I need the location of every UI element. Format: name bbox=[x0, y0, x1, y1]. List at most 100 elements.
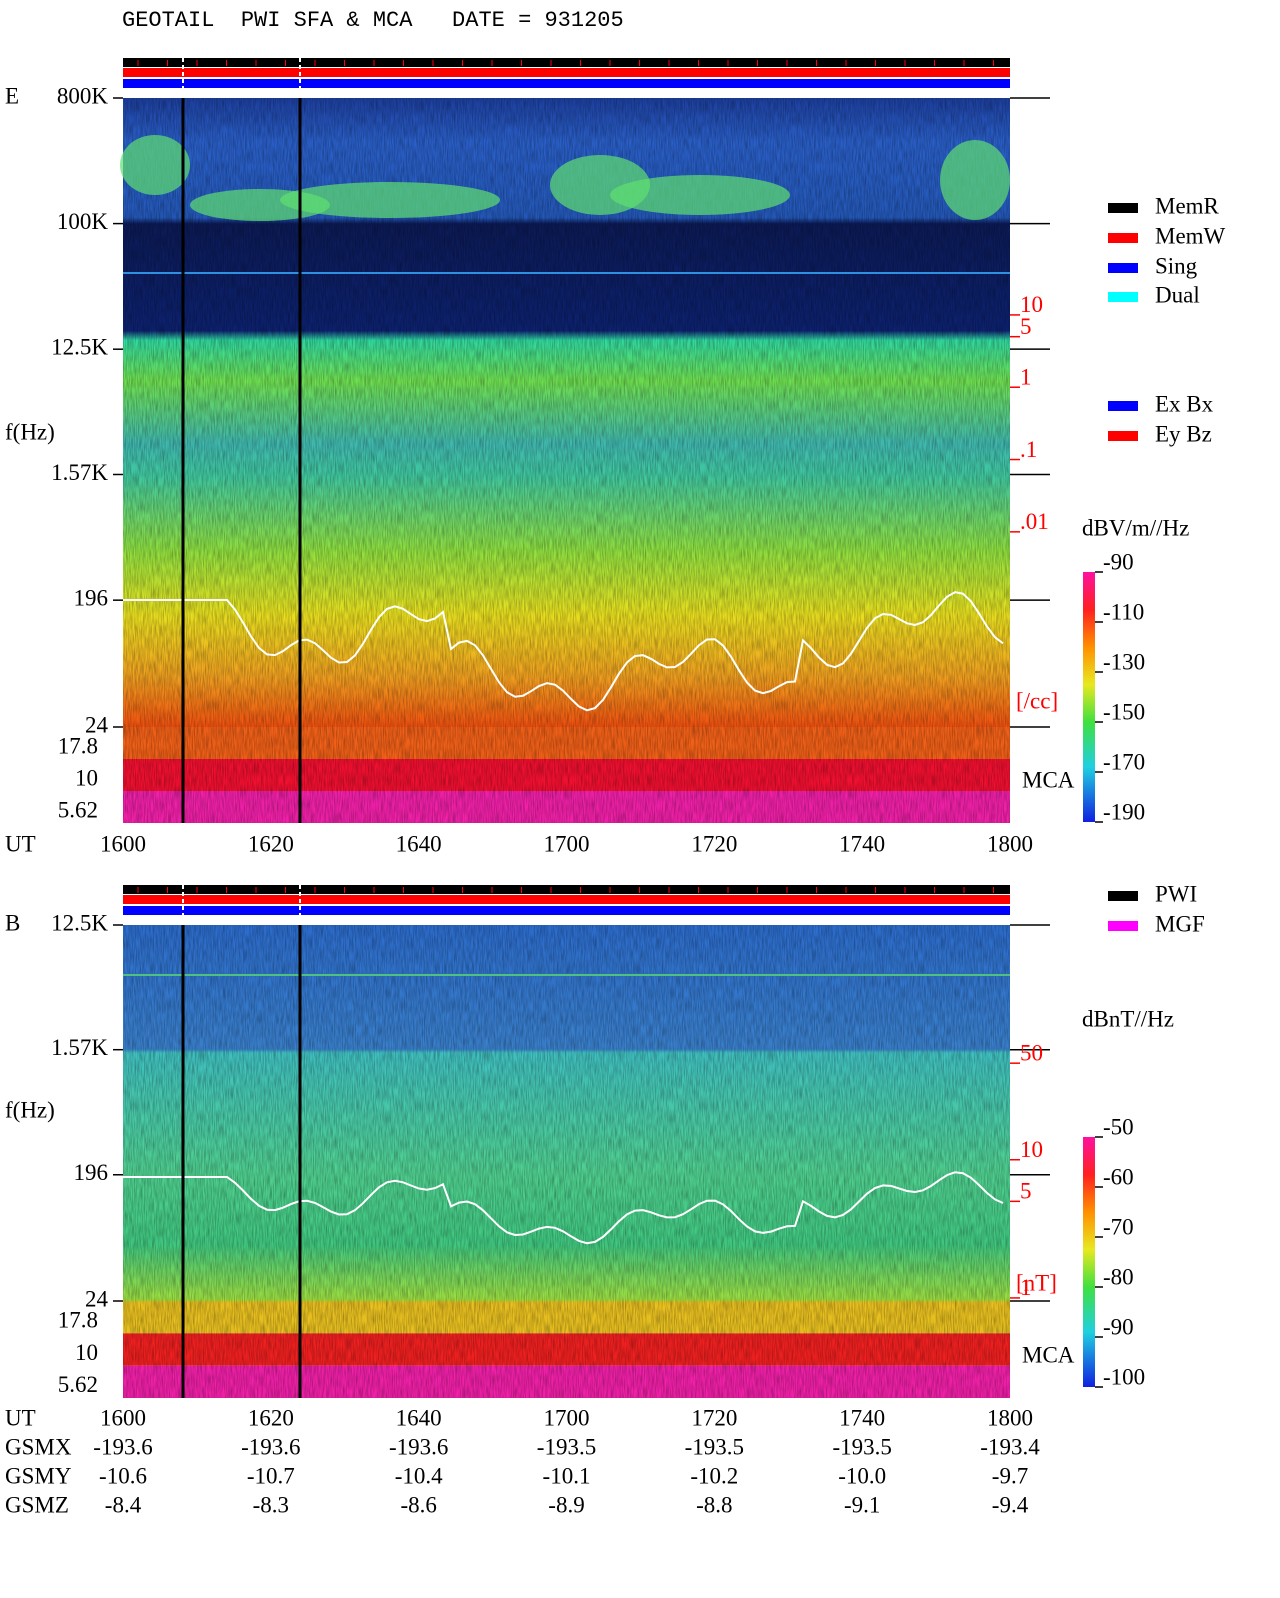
colorbar-tick-label: -90 bbox=[1103, 549, 1134, 574]
panel-label: B bbox=[5, 910, 20, 935]
colorbar-tick-label: -130 bbox=[1103, 649, 1145, 674]
legend-swatch bbox=[1108, 891, 1138, 901]
legend-swatch bbox=[1108, 292, 1138, 302]
orbit-value: -10.4 bbox=[395, 1463, 443, 1488]
legend-label: MGF bbox=[1155, 911, 1205, 936]
legend-label: Ex Bx bbox=[1155, 391, 1214, 416]
density-tick-label: .1 bbox=[1020, 437, 1037, 462]
y-tick-label: 24 bbox=[85, 712, 109, 737]
x-tick-label: 1740 bbox=[839, 1405, 885, 1430]
status-bar bbox=[123, 906, 1010, 915]
density-trace bbox=[123, 1171, 1004, 1245]
orbit-value: -10.0 bbox=[838, 1463, 886, 1488]
x-tick-label: 1720 bbox=[691, 831, 737, 856]
colorbar bbox=[1083, 572, 1095, 822]
y-axis-label: f(Hz) bbox=[5, 1097, 55, 1122]
emission-patch bbox=[280, 182, 500, 218]
x-tick-label: 1620 bbox=[248, 831, 294, 856]
y-tick-label: 12.5K bbox=[51, 910, 108, 935]
mca-channel-label: 5.62 bbox=[58, 1372, 98, 1397]
orbit-value: -193.4 bbox=[980, 1434, 1040, 1459]
mca-channel-label: 17.8 bbox=[58, 1307, 98, 1332]
colorbar-tick-label: -60 bbox=[1103, 1164, 1134, 1189]
emission-patch bbox=[940, 140, 1010, 220]
colorbar-tick-label: -90 bbox=[1103, 1314, 1134, 1339]
colorbar-unit: dBV/m//Hz bbox=[1082, 515, 1189, 540]
status-bar bbox=[123, 895, 1010, 904]
orbit-value: -9.1 bbox=[844, 1492, 880, 1517]
density-tick-label: .01 bbox=[1020, 509, 1049, 534]
mca-channel-label: 17.8 bbox=[58, 733, 98, 758]
orbit-value: -193.5 bbox=[537, 1434, 596, 1459]
y-axis-label: f(Hz) bbox=[5, 419, 55, 444]
legend-swatch bbox=[1108, 431, 1138, 441]
status-bar bbox=[123, 885, 1010, 894]
status-bar bbox=[123, 79, 1010, 88]
mca-label: MCA bbox=[1022, 767, 1075, 792]
status-bar bbox=[123, 58, 1010, 67]
legend-swatch bbox=[1108, 401, 1138, 411]
y-tick-label: 196 bbox=[74, 1160, 109, 1185]
emission-patch bbox=[610, 175, 790, 215]
x-tick-label: 1600 bbox=[100, 831, 146, 856]
legend-swatch bbox=[1108, 263, 1138, 273]
ut-label: UT bbox=[5, 831, 36, 856]
mca-channel-label: 5.62 bbox=[58, 797, 98, 822]
orbit-row-label: GSMX bbox=[5, 1434, 72, 1459]
orbit-row-label: GSMZ bbox=[5, 1492, 69, 1517]
x-tick-label: 1720 bbox=[691, 1405, 737, 1430]
legend-label: Sing bbox=[1155, 253, 1198, 278]
colorbar-tick-label: -110 bbox=[1103, 599, 1144, 624]
x-tick-label: 1620 bbox=[248, 1405, 294, 1430]
mca-channel-label: 10 bbox=[75, 1340, 98, 1365]
legend-swatch bbox=[1108, 921, 1138, 931]
x-tick-label: 1600 bbox=[100, 1405, 146, 1430]
orbit-row-label: GSMY bbox=[5, 1463, 72, 1488]
colorbar-tick-label: -50 bbox=[1103, 1114, 1134, 1139]
x-tick-label: 1700 bbox=[544, 831, 590, 856]
mca-channel-label: 10 bbox=[75, 765, 98, 790]
density-tick-label: 10 bbox=[1020, 1137, 1043, 1162]
orbit-value: -10.6 bbox=[99, 1463, 147, 1488]
orbit-value: -8.6 bbox=[400, 1492, 436, 1517]
orbit-value: -10.1 bbox=[543, 1463, 591, 1488]
colorbar bbox=[1083, 1137, 1095, 1387]
x-tick-label: 1640 bbox=[396, 831, 442, 856]
density-trace bbox=[123, 591, 1004, 712]
emission-patch bbox=[120, 135, 190, 195]
density-tick-label: 1 bbox=[1020, 1275, 1032, 1300]
colorbar-tick-label: -70 bbox=[1103, 1214, 1134, 1239]
y-tick-label: 12.5K bbox=[51, 334, 108, 359]
panel-label: E bbox=[5, 83, 19, 108]
orbit-value: -9.4 bbox=[992, 1492, 1029, 1517]
colorbar-tick-label: -100 bbox=[1103, 1364, 1145, 1389]
x-tick-label: 1740 bbox=[839, 831, 885, 856]
legend-label: Ey Bz bbox=[1155, 421, 1212, 446]
orbit-value: -9.7 bbox=[992, 1463, 1028, 1488]
legend-label: PWI bbox=[1155, 881, 1197, 906]
colorbar-tick-label: -190 bbox=[1103, 799, 1145, 824]
orbit-value: -8.8 bbox=[696, 1492, 732, 1517]
y-tick-label: 100K bbox=[57, 209, 109, 234]
colorbar-tick-label: -80 bbox=[1103, 1264, 1134, 1289]
colorbar-tick-label: -150 bbox=[1103, 699, 1145, 724]
mca-label: MCA bbox=[1022, 1342, 1075, 1367]
density-tick-label: 5 bbox=[1020, 1179, 1032, 1204]
colorbar-unit: dBnT//Hz bbox=[1082, 1006, 1174, 1031]
orbit-value: -8.3 bbox=[253, 1492, 289, 1517]
legend-swatch bbox=[1108, 203, 1138, 213]
y-tick-label: 24 bbox=[85, 1286, 109, 1311]
spectrogram-noise bbox=[123, 925, 1010, 1398]
orbit-value: -193.5 bbox=[832, 1434, 891, 1459]
x-tick-label: 1800 bbox=[987, 831, 1033, 856]
density-tick-label: 1 bbox=[1020, 365, 1032, 390]
legend-label: Dual bbox=[1155, 282, 1200, 307]
ut-label: UT bbox=[5, 1405, 36, 1430]
orbit-value: -193.6 bbox=[93, 1434, 152, 1459]
density-tick-label: 10 bbox=[1020, 292, 1043, 317]
density-tick-label: 50 bbox=[1020, 1040, 1043, 1065]
density-tick-label: 5 bbox=[1020, 314, 1032, 339]
x-tick-label: 1700 bbox=[544, 1405, 590, 1430]
legend-swatch bbox=[1108, 233, 1138, 243]
